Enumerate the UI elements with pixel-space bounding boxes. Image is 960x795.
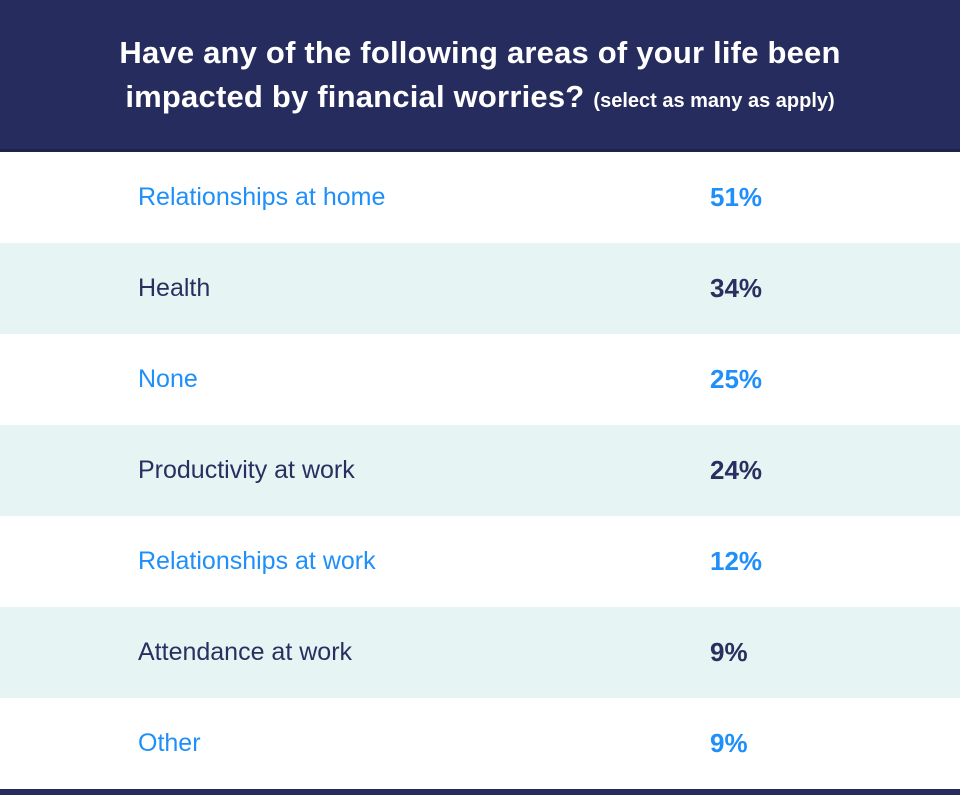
survey-title-line2: impacted by financial worries? bbox=[125, 78, 585, 114]
survey-rows: Relationships at home 51% Health 34% Non… bbox=[0, 152, 960, 789]
survey-row-value: 9% bbox=[710, 728, 748, 758]
survey-row-value: 12% bbox=[710, 546, 763, 576]
survey-row-label: Productivity at work bbox=[138, 456, 355, 484]
survey-row-7: Other 9% bbox=[0, 698, 960, 789]
survey-row-value: 51% bbox=[710, 182, 763, 212]
survey-row-label: None bbox=[138, 365, 198, 393]
survey-row-label: Health bbox=[138, 274, 211, 302]
survey-row-3: None 25% bbox=[0, 334, 960, 425]
survey-row-value: 34% bbox=[710, 273, 763, 303]
survey-title-line2-wrap: impacted by financial worries? (select a… bbox=[125, 75, 834, 118]
survey-row-5: Relationships at work 12% bbox=[0, 516, 960, 607]
survey-row-1: Relationships at home 51% bbox=[0, 152, 960, 243]
survey-row-label: Relationships at work bbox=[138, 547, 376, 575]
survey-row-label: Attendance at work bbox=[138, 638, 353, 666]
survey-row-value: 24% bbox=[710, 455, 763, 485]
survey-row-6: Attendance at work 9% bbox=[0, 607, 960, 698]
survey-row-2: Health 34% bbox=[0, 243, 960, 334]
survey-row-value: 9% bbox=[710, 637, 748, 667]
survey-row-4: Productivity at work 24% bbox=[0, 425, 960, 516]
survey-title-note: (select as many as apply) bbox=[593, 89, 835, 112]
survey-row-label: Relationships at home bbox=[138, 183, 386, 211]
bottom-accent-bar bbox=[0, 789, 960, 795]
survey-row-label: Other bbox=[138, 729, 201, 757]
survey-title-line1: Have any of the following areas of your … bbox=[119, 35, 841, 71]
header-banner: Have any of the following areas of your … bbox=[0, 0, 960, 152]
survey-row-value: 25% bbox=[710, 364, 763, 394]
